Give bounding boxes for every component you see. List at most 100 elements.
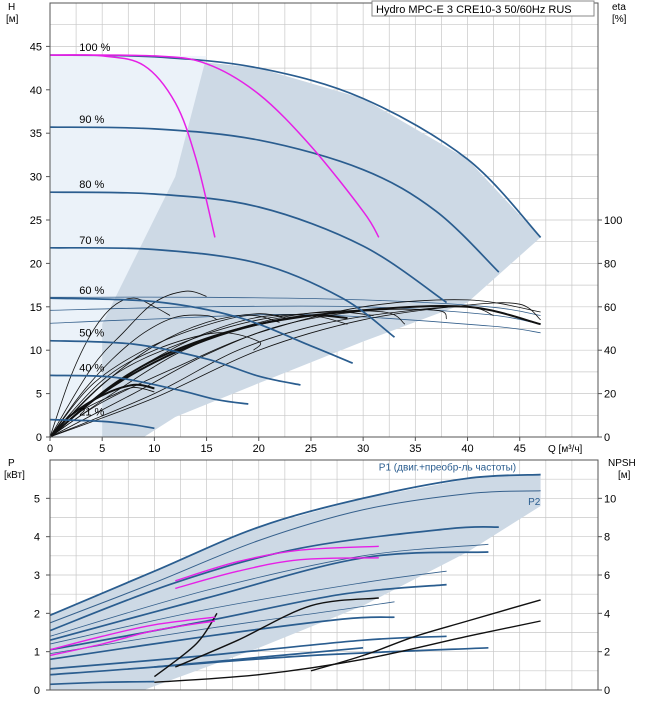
npsh-tick-label: 4: [604, 608, 610, 620]
y-tick-label: 10: [30, 345, 42, 357]
y-tick-label: 25: [30, 215, 42, 227]
magenta-curve-1: [49, 54, 380, 238]
y-axis-unit: [м]: [6, 14, 19, 25]
efficiency-curve-8: [49, 302, 541, 438]
eta-tick-label: 20: [604, 389, 616, 401]
npsh-tick-label: 2: [604, 647, 610, 659]
p-tick-label: 5: [34, 493, 40, 505]
npsh-curve-2: [310, 599, 541, 672]
power-curve-6: [49, 680, 155, 686]
speed-curve-5: [49, 339, 301, 386]
speed-label-5: 50 %: [79, 328, 104, 340]
npsh-tick-label: 0: [604, 685, 610, 697]
p2-curve: [49, 490, 541, 624]
x-tick-label: 5: [99, 443, 105, 455]
power-curve-5: [49, 526, 499, 632]
speed-label-6: 40 %: [79, 362, 104, 374]
y-tick-label: 15: [30, 302, 42, 314]
efficiency-curve-6: [49, 308, 447, 438]
power-magenta-curve-1: [49, 620, 216, 657]
x-tick-label: 15: [200, 443, 212, 455]
x-tick-label: 10: [148, 443, 160, 455]
x-tick-label: 25: [305, 443, 317, 455]
thin-curve-1: [49, 305, 541, 325]
speed-label-7: 21 %: [79, 407, 104, 419]
p-axis-label: P: [8, 458, 15, 469]
power-curve-3: [49, 583, 447, 651]
power-curve-1: [49, 635, 447, 670]
efficiency-curve-bold-2: [49, 314, 348, 438]
power-thin-curve-1: [49, 570, 447, 645]
power-magenta-curve-0: [49, 616, 215, 651]
x-axis-label: Q [м³/ч]: [548, 444, 583, 455]
npsh-curve-1: [153, 612, 218, 678]
speed-curve-1: [49, 126, 500, 273]
power-region: [50, 473, 541, 690]
x-tick-label: 45: [514, 443, 526, 455]
x-tick-label: 35: [409, 443, 421, 455]
speed-curve-3: [49, 246, 396, 338]
y-tick-label: 0: [36, 432, 42, 444]
speed-label-1: 90 %: [79, 114, 104, 126]
npsh-axis-label: NPSH: [608, 458, 636, 469]
p2-label: P2: [528, 497, 541, 508]
efficiency-curve-bold-0: [49, 383, 155, 438]
p1-curve: [49, 473, 541, 617]
p-axis-unit: [кВт]: [4, 470, 25, 481]
eta-tick-label: 100: [604, 215, 622, 227]
p-tick-label: 0: [34, 685, 40, 697]
speed-curve-2: [49, 191, 448, 304]
speed-label-2: 80 %: [79, 179, 104, 191]
chart-title: Hydro MPC-E 3 CRE10-3 50/60Hz RUS: [376, 4, 572, 16]
eta-tick-label: 40: [604, 345, 616, 357]
x-tick-label: 0: [47, 443, 53, 455]
y-axis-label: H: [8, 2, 15, 13]
p1-label: P1 (двиг.+преобр-ль частоты): [379, 462, 516, 474]
x-tick-label: 40: [461, 443, 473, 455]
power-magenta-curve-3: [175, 557, 379, 590]
efficiency-curve-13: [49, 311, 374, 438]
x-tick-label: 30: [357, 443, 369, 455]
efficiency-curve-11: [49, 299, 541, 438]
eta-tick-label: 60: [604, 302, 616, 314]
p-tick-label: 4: [34, 532, 40, 544]
power-curve-4: [49, 551, 489, 642]
speed-label-3: 70 %: [79, 235, 104, 247]
power-curve-2: [49, 616, 395, 661]
efficiency-curve-1: [49, 314, 218, 438]
y-tick-label: 30: [30, 172, 42, 184]
p-tick-label: 2: [34, 608, 40, 620]
power-thin-curve-0: [49, 543, 489, 637]
p-tick-label: 3: [34, 570, 40, 582]
y-tick-label: 45: [30, 41, 42, 53]
power-magenta-curve-2: [175, 545, 379, 582]
thin-curve-0: [49, 296, 541, 316]
npsh-tick-label: 10: [604, 493, 616, 505]
speed-label-0: 100 %: [79, 42, 110, 54]
y-tick-label: 20: [30, 258, 42, 270]
efficiency-curve-10: [49, 290, 207, 438]
y-tick-label: 5: [36, 389, 42, 401]
power-curve-7: [49, 646, 364, 676]
eta-axis-unit: [%]: [612, 14, 627, 25]
npsh-tick-label: 6: [604, 570, 610, 582]
y-tick-label: 35: [30, 128, 42, 140]
speed-curve-6: [49, 374, 249, 405]
eta-axis-label: eta: [612, 2, 626, 13]
npsh-axis-unit: [м]: [618, 470, 631, 481]
speed-label-4: 60 %: [79, 285, 104, 297]
speed-curve-7: [49, 418, 155, 430]
eta-tick-label: 0: [604, 432, 610, 444]
head-chart: 100 % 90 % 80 % 70 % 60 % 50 % 40 % 21 % 0 5 10 15 2…: [6, 2, 627, 455]
x-tick-label: 20: [253, 443, 265, 455]
efficiency-curve-12: [49, 315, 280, 438]
speed-curve-4: [49, 297, 354, 364]
eta-tick-label: 80: [604, 258, 616, 270]
y-tick-label: 40: [30, 85, 42, 97]
power-chart: P1 (двиг.+преобр-ль частоты) P2 0 1 2 3 4 5 0 2 4 6…: [4, 458, 636, 697]
npsh-curve-3: [154, 620, 541, 683]
npsh-tick-label: 8: [604, 532, 610, 544]
npsh-curve-0: [175, 597, 379, 668]
power-thin-curve-2: [49, 601, 395, 654]
